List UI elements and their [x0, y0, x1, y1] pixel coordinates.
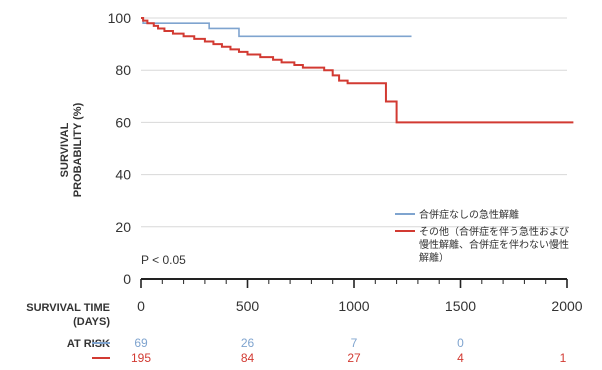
- p-value-annotation: P < 0.05: [141, 253, 186, 267]
- y-tick-label: 40: [115, 167, 131, 183]
- x-tick-label: 1500: [445, 298, 476, 314]
- at-risk-label: AT RISK: [67, 338, 110, 350]
- at-risk-value: 26: [241, 336, 255, 350]
- series-line-2: [141, 17, 574, 124]
- y-tick-label: 80: [115, 62, 131, 78]
- at-risk-value: 4: [457, 351, 464, 365]
- x-axis-title-line: (DAYS): [73, 316, 110, 328]
- y-tick-label: 0: [123, 271, 131, 287]
- at-risk-value: 7: [351, 336, 358, 350]
- at-risk-value: 0: [457, 336, 464, 350]
- y-axis-title-line: SURVIVAL: [59, 122, 71, 177]
- legend-label-2-line: 慢性解離、合併症を伴わない慢性: [419, 238, 569, 251]
- y-tick-label: 20: [115, 219, 131, 235]
- y-axis-title-line: PROBABILITY (%): [72, 102, 84, 197]
- x-tick-labels: 0 500 1000 1500 2000: [137, 298, 583, 314]
- x-tick-label: 0: [137, 298, 145, 314]
- x-tick-label: 2000: [551, 298, 582, 314]
- legend-label-2-line: 解離）: [419, 251, 449, 264]
- y-tick-labels: 0 20 40 60 80 100: [108, 10, 132, 287]
- at-risk-value: 1: [560, 351, 567, 365]
- axes: [140, 278, 568, 288]
- y-axis-title: SURVIVAL PROBABILITY (%): [59, 102, 84, 197]
- at-risk-value: 69: [134, 336, 148, 350]
- at-risk-table: AT RISK 69 26 7 0 195 84 27 4 1: [67, 336, 567, 365]
- at-risk-value: 195: [131, 351, 151, 365]
- y-tick-label: 60: [115, 114, 131, 130]
- x-tick-label: 1000: [338, 298, 369, 314]
- x-tick-label: 500: [236, 298, 260, 314]
- at-risk-value: 27: [347, 351, 361, 365]
- gridlines: [141, 17, 567, 228]
- x-axis-title: SURVIVAL TIME (DAYS): [26, 302, 110, 328]
- legend: 合併症なしの急性解離その他（合併症を伴う急性および慢性解離、合併症を伴わない慢性…: [395, 208, 569, 264]
- legend-label-2-line: その他（合併症を伴う急性および: [419, 225, 569, 238]
- legend-label-1: 合併症なしの急性解離: [419, 208, 519, 221]
- series-lines: [141, 17, 574, 124]
- y-tick-label: 100: [108, 10, 132, 26]
- at-risk-value: 84: [241, 351, 255, 365]
- x-axis-title-line: SURVIVAL TIME: [26, 302, 110, 314]
